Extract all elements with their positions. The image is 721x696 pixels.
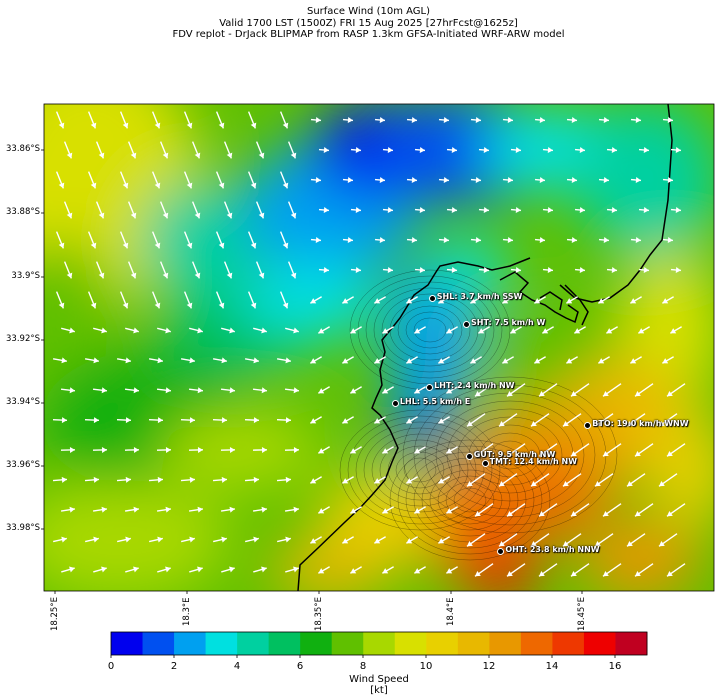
station-label: LHT: 2.4 km/h NW [434,381,514,390]
colorbar-tick: 14 [546,661,559,672]
colorbar-tick: 0 [108,661,114,672]
lat-label: 33.88°S [0,207,40,217]
lat-label: 33.96°S [0,460,40,470]
colorbar-swatch [363,632,395,655]
lat-label: 33.92°S [0,334,40,344]
colorbar-swatch [552,632,584,655]
field-blob [10,480,230,600]
lat-label: 33.94°S [0,397,40,407]
lat-label: 33.86°S [0,144,40,154]
lon-label: 18.4°E [446,597,456,626]
colorbar-tick: 6 [297,661,303,672]
colorbar-swatch [111,632,143,655]
field-blob [430,240,510,300]
station-marker [463,321,470,328]
colorbar-swatch [615,632,647,655]
station-label: SHL: 3.7 km/h SSW [437,292,523,301]
colorbar-swatch [237,632,269,655]
lat-label: 33.9°S [0,271,40,281]
lat-label: 33.98°S [0,523,40,533]
colorbar-swatch [300,632,332,655]
lon-label: 18.25°E [50,597,60,631]
station-marker [426,384,433,391]
colorbar-label: Wind Speed [kt] [339,674,419,696]
colorbar-swatch [395,632,427,655]
colorbar-tick: 16 [609,661,622,672]
station-marker [584,422,591,429]
station-label: OHT: 23.8 km/h NNW [505,545,599,554]
station-label: SHT: 7.5 km/h W [471,318,545,327]
colorbar-swatch [206,632,238,655]
lon-label: 18.45°E [577,597,587,631]
wind-speed-field [0,50,721,600]
colorbar-swatch [269,632,301,655]
colorbar-swatch [584,632,616,655]
colorbar-tick: 4 [234,661,240,672]
figure-title: Surface Wind (10m AGL) Valid 1700 LST (1… [0,6,721,41]
station-marker [482,460,489,467]
lon-ticks [55,591,582,594]
colorbar-tick: 2 [171,661,177,672]
field-blob [460,550,540,600]
station-label: TMT: 12.4 km/h NW [490,457,578,466]
colorbar-tick: 8 [360,661,366,672]
colorbar-swatch [332,632,364,655]
field-blob [580,520,700,600]
title-source: FDV replot - DrJack BLIPMAP from RASP 1.… [0,29,721,41]
colorbar-tick: 12 [483,661,496,672]
colorbar-swatch [458,632,490,655]
colorbar [111,632,648,658]
colorbar-tick: 10 [420,661,433,672]
colorbar-swatch [489,632,521,655]
title-valid-time: Valid 1700 LST (1500Z) FRI 15 Aug 2025 [… [0,18,721,30]
colorbar-swatch [174,632,206,655]
colorbar-swatch [143,632,175,655]
station-marker [392,400,399,407]
lon-label: 18.35°E [314,597,324,631]
lon-label: 18.3°E [182,597,192,626]
station-label: BTO: 19.0 km/h WNW [592,419,688,428]
colorbar-swatch [426,632,458,655]
colorbar-swatch [521,632,553,655]
title-main: Surface Wind (10m AGL) [0,6,721,18]
lat-ticks [41,150,44,529]
station-label: LHL: 5.5 km/h E [400,397,470,406]
